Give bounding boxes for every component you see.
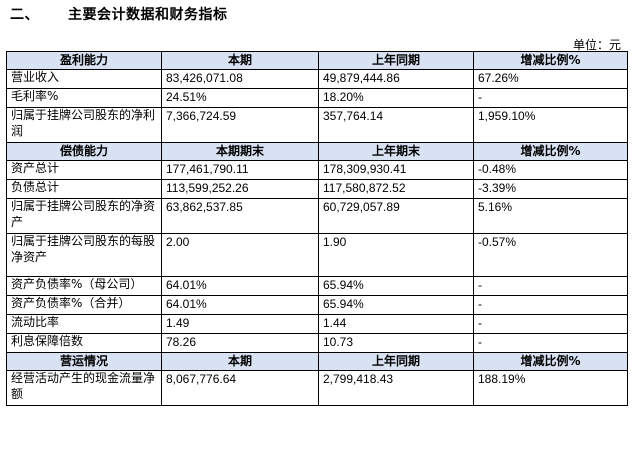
table-row: 资产负债率%（合并） 64.01% 65.94% - [6, 295, 628, 315]
prior-value: 49,879,444.86 [318, 69, 474, 89]
row-label: 资产负债率%（母公司） [6, 276, 162, 296]
table-row: 资产总计 177,461,790.11 178,309,930.41 -0.48… [6, 160, 628, 180]
table-row: 毛利率% 24.51% 18.20% - [6, 88, 628, 108]
row-label: 利息保障倍数 [6, 333, 162, 353]
prior-value: 10.73 [318, 333, 474, 353]
header-cell: 上年同期 [318, 352, 474, 371]
operations-header-row: 营运情况 本期 上年同期 增减比例% [6, 352, 628, 371]
change-percent: - [473, 88, 628, 108]
current-value: 8,067,776.64 [161, 370, 319, 406]
header-cell: 偿债能力 [6, 142, 162, 161]
change-percent: -0.48% [473, 160, 628, 180]
financial-indicators-table: 盈利能力 本期 上年同期 增减比例% 营业收入 83,426,071.08 49… [6, 51, 628, 406]
row-label: 流动比率 [6, 314, 162, 334]
prior-value: 18.20% [318, 88, 474, 108]
prior-value: 178,309,930.41 [318, 160, 474, 180]
row-label: 归属于挂牌公司股东的净资产 [6, 198, 162, 234]
current-value: 113,599,252.26 [161, 179, 319, 199]
change-percent: - [473, 276, 628, 296]
section-number: 二、 [10, 7, 39, 23]
row-label: 归属于挂牌公司股东的每股净资产 [6, 233, 162, 277]
solvency-header-row: 偿债能力 本期期末 上年期末 增减比例% [6, 142, 628, 161]
section-heading: 二、 主要会计数据和财务指标 [10, 4, 228, 24]
prior-value: 60,729,057.89 [318, 198, 474, 234]
header-cell: 本期 [161, 51, 319, 70]
current-value: 64.01% [161, 295, 319, 315]
table-row: 负债总计 113,599,252.26 117,580,872.52 -3.39… [6, 179, 628, 199]
prior-value: 117,580,872.52 [318, 179, 474, 199]
change-percent: 1,959.10% [473, 107, 628, 143]
table-row: 利息保障倍数 78.26 10.73 - [6, 333, 628, 353]
change-percent: -3.39% [473, 179, 628, 199]
current-value: 64.01% [161, 276, 319, 296]
current-value: 1.49 [161, 314, 319, 334]
change-percent: 188.19% [473, 370, 628, 406]
header-cell: 上年期末 [318, 142, 474, 161]
table-row: 资产负债率%（母公司） 64.01% 65.94% - [6, 276, 628, 296]
change-percent: -0.57% [473, 233, 628, 277]
header-cell: 增减比例% [473, 51, 628, 70]
current-value: 78.26 [161, 333, 319, 353]
row-label: 毛利率% [6, 88, 162, 108]
prior-value: 1.90 [318, 233, 474, 277]
row-label: 资产负债率%（合并） [6, 295, 162, 315]
current-value: 2.00 [161, 233, 319, 277]
header-cell: 上年同期 [318, 51, 474, 70]
header-cell: 本期期末 [161, 142, 319, 161]
header-cell: 本期 [161, 352, 319, 371]
prior-value: 65.94% [318, 276, 474, 296]
row-label: 负债总计 [6, 179, 162, 199]
header-cell: 增减比例% [473, 142, 628, 161]
table-row: 归属于挂牌公司股东的净利润 7,366,724.59 357,764.14 1,… [6, 107, 628, 143]
table-row: 经营活动产生的现金流量净额 8,067,776.64 2,799,418.43 … [6, 370, 628, 406]
table-row: 营业收入 83,426,071.08 49,879,444.86 67.26% [6, 69, 628, 89]
row-label: 归属于挂牌公司股东的净利润 [6, 107, 162, 143]
section-title: 主要会计数据和财务指标 [68, 7, 228, 23]
header-cell: 盈利能力 [6, 51, 162, 70]
current-value: 63,862,537.85 [161, 198, 319, 234]
table-row: 归属于挂牌公司股东的每股净资产 2.00 1.90 -0.57% [6, 233, 628, 277]
change-percent: 67.26% [473, 69, 628, 89]
current-value: 24.51% [161, 88, 319, 108]
profitability-header-row: 盈利能力 本期 上年同期 增减比例% [6, 51, 628, 70]
row-label: 营业收入 [6, 69, 162, 89]
header-cell: 营运情况 [6, 352, 162, 371]
current-value: 7,366,724.59 [161, 107, 319, 143]
table-row: 流动比率 1.49 1.44 - [6, 314, 628, 334]
change-percent: - [473, 333, 628, 353]
prior-value: 1.44 [318, 314, 474, 334]
current-value: 177,461,790.11 [161, 160, 319, 180]
change-percent: - [473, 295, 628, 315]
current-value: 83,426,071.08 [161, 69, 319, 89]
prior-value: 2,799,418.43 [318, 370, 474, 406]
change-percent: - [473, 314, 628, 334]
table-row: 归属于挂牌公司股东的净资产 63,862,537.85 60,729,057.8… [6, 198, 628, 234]
row-label: 经营活动产生的现金流量净额 [6, 370, 162, 406]
unit-label: 单位：元 [572, 38, 621, 52]
prior-value: 65.94% [318, 295, 474, 315]
prior-value: 357,764.14 [318, 107, 474, 143]
header-cell: 增减比例% [473, 352, 628, 371]
row-label: 资产总计 [6, 160, 162, 180]
change-percent: 5.16% [473, 198, 628, 234]
